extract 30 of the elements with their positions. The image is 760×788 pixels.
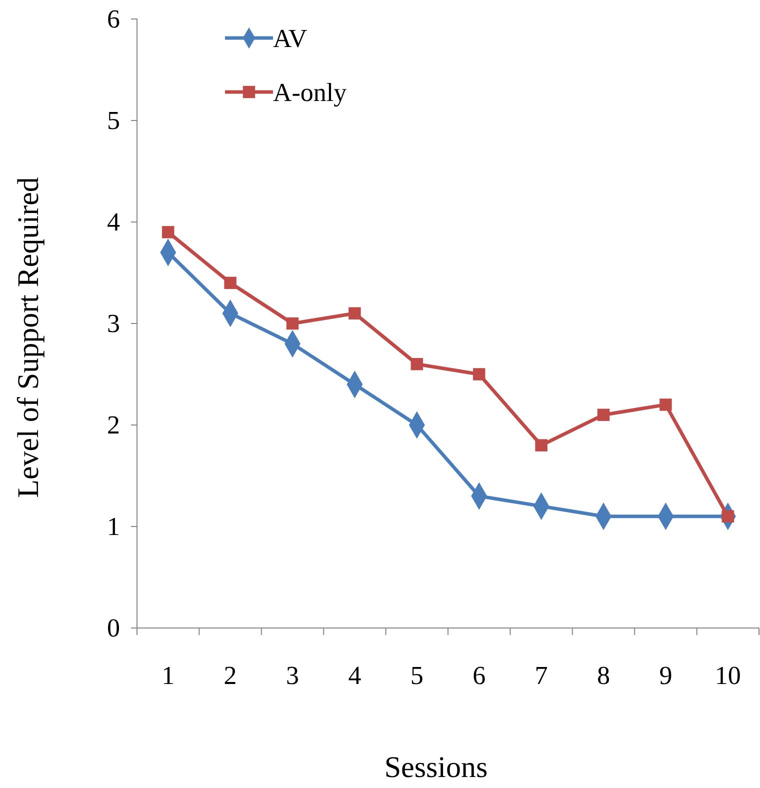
y-axis-title: Level of Support Required (12, 177, 45, 498)
y-tick-label: 5 (107, 106, 120, 135)
point (162, 226, 174, 238)
x-tick-label: 8 (597, 661, 610, 690)
y-tick-label: 6 (107, 4, 120, 34)
point (286, 317, 299, 330)
point (535, 439, 548, 452)
point (660, 398, 672, 411)
point (472, 368, 486, 380)
x-tick-label: 5 (410, 661, 424, 690)
x-tick-label: 2 (224, 661, 237, 690)
x-tick-label: 6 (472, 661, 486, 690)
legend-label: AV (273, 24, 308, 53)
y-tick-label: 0 (107, 613, 120, 642)
x-tick-label: 9 (659, 661, 672, 690)
x-tick-label: 7 (534, 661, 548, 690)
y-tick-label: 1 (107, 512, 120, 541)
x-tick-label: 3 (286, 661, 299, 690)
x-axis-title: Sessions (384, 751, 488, 784)
y-tick-label: 2 (107, 410, 120, 440)
point (224, 276, 236, 290)
point (348, 307, 361, 320)
x-tick-label: 4 (348, 661, 362, 690)
legend-label: A-only (273, 78, 347, 107)
x-tick-label: 10 (714, 661, 741, 690)
x-tick-label: 1 (162, 661, 175, 690)
y-tick-label: 3 (107, 308, 120, 338)
point (597, 408, 610, 421)
point (410, 358, 424, 370)
y-tick-label: 4 (107, 207, 120, 236)
